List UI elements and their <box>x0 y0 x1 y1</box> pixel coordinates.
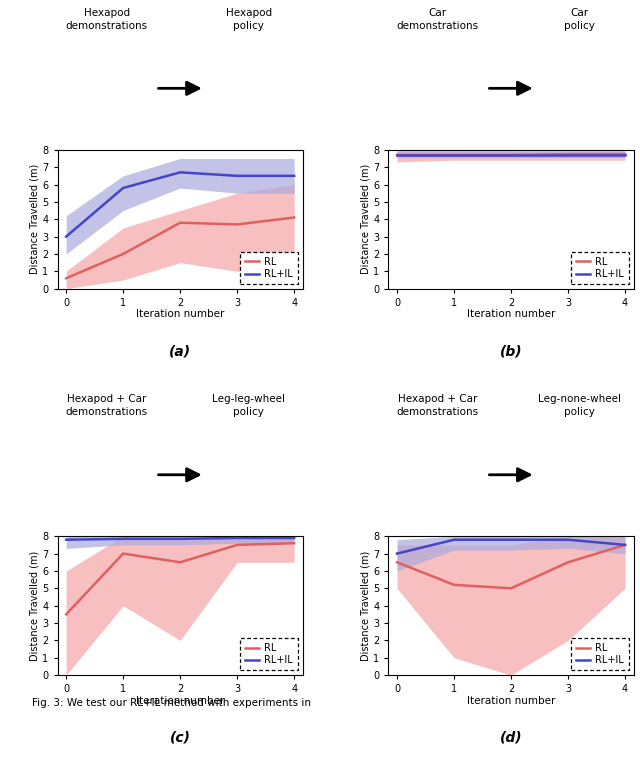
RL+IL <box>62 232 70 241</box>
X-axis label: Iteration number: Iteration number <box>136 695 225 705</box>
Line: RL+IL: RL+IL <box>66 538 294 539</box>
Y-axis label: Distance Travelled (m): Distance Travelled (m) <box>29 550 40 661</box>
RL+IL <box>176 168 184 177</box>
RL <box>176 558 184 567</box>
Text: Hexapod + Car
demonstrations: Hexapod + Car demonstrations <box>396 394 479 417</box>
RL <box>291 213 298 222</box>
RL <box>62 610 70 619</box>
RL <box>508 151 515 160</box>
Text: (a): (a) <box>169 345 191 359</box>
RL <box>119 249 127 258</box>
Y-axis label: Distance Travelled (m): Distance Travelled (m) <box>360 164 371 275</box>
Text: Car
policy: Car policy <box>564 8 595 31</box>
RL+IL <box>291 171 298 181</box>
RL+IL <box>393 549 401 558</box>
RL <box>450 580 458 590</box>
RL <box>508 584 515 593</box>
Text: Fig. 3: We test our RL+IL method with experiments in: Fig. 3: We test our RL+IL method with ex… <box>32 698 311 708</box>
Line: RL: RL <box>397 545 625 588</box>
Text: (c): (c) <box>170 731 191 745</box>
RL+IL <box>621 150 629 159</box>
RL <box>393 151 401 160</box>
Legend: RL, RL+IL: RL, RL+IL <box>571 638 628 670</box>
Text: Hexapod
demonstrations: Hexapod demonstrations <box>65 8 148 31</box>
Text: Leg-none-wheel
policy: Leg-none-wheel policy <box>538 394 621 417</box>
RL+IL <box>393 150 401 159</box>
Legend: RL, RL+IL: RL, RL+IL <box>240 251 298 284</box>
Line: RL: RL <box>397 154 625 155</box>
Line: RL: RL <box>66 543 294 615</box>
RL+IL <box>62 535 70 544</box>
RL <box>393 558 401 567</box>
RL <box>564 150 572 159</box>
RL+IL <box>176 534 184 543</box>
RL+IL <box>119 534 127 543</box>
X-axis label: Iteration number: Iteration number <box>136 309 225 319</box>
Text: Car
demonstrations: Car demonstrations <box>396 8 479 31</box>
RL <box>62 274 70 283</box>
RL <box>621 540 629 549</box>
RL+IL <box>508 535 515 544</box>
RL+IL <box>234 533 241 542</box>
RL+IL <box>291 533 298 542</box>
Text: (d): (d) <box>500 731 522 745</box>
Text: Hexapod
policy: Hexapod policy <box>226 8 272 31</box>
RL <box>291 539 298 548</box>
RL+IL <box>621 540 629 549</box>
Legend: RL, RL+IL: RL, RL+IL <box>571 251 628 284</box>
Text: Hexapod + Car
demonstrations: Hexapod + Car demonstrations <box>65 394 148 417</box>
RL <box>621 150 629 159</box>
RL <box>176 218 184 227</box>
Legend: RL, RL+IL: RL, RL+IL <box>240 638 298 670</box>
RL+IL <box>234 171 241 181</box>
RL <box>450 151 458 160</box>
RL+IL <box>564 150 572 159</box>
Line: RL+IL: RL+IL <box>397 539 625 553</box>
RL+IL <box>564 535 572 544</box>
RL <box>564 558 572 567</box>
X-axis label: Iteration number: Iteration number <box>467 309 556 319</box>
RL <box>234 220 241 229</box>
Y-axis label: Distance Travelled (m): Distance Travelled (m) <box>29 164 40 275</box>
RL+IL <box>450 150 458 159</box>
RL+IL <box>119 183 127 192</box>
RL <box>119 549 127 558</box>
RL+IL <box>450 535 458 544</box>
RL+IL <box>508 150 515 159</box>
Text: Leg-leg-wheel
policy: Leg-leg-wheel policy <box>212 394 285 417</box>
Y-axis label: Distance Travelled (m): Distance Travelled (m) <box>360 550 371 661</box>
RL <box>234 540 241 549</box>
Line: RL+IL: RL+IL <box>66 172 294 237</box>
Text: (b): (b) <box>500 345 522 359</box>
X-axis label: Iteration number: Iteration number <box>467 695 556 705</box>
Line: RL: RL <box>66 217 294 279</box>
